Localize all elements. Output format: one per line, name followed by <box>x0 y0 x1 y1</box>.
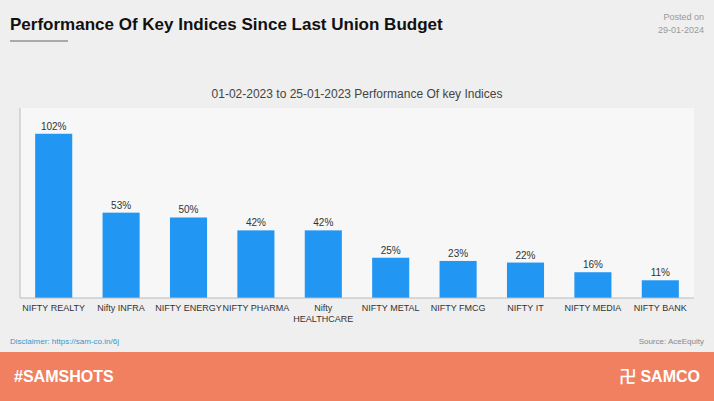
x-tick-label: NIFTY BANK <box>634 303 687 313</box>
bars <box>35 134 679 298</box>
disclaimer: Disclaimer: https://sam-co.in/6j <box>10 337 119 346</box>
x-tick-label: NIFTY PHARMA <box>222 303 289 313</box>
bar <box>170 217 207 298</box>
data-label: 102% <box>41 121 67 132</box>
x-tick-label: NIFTY METAL <box>362 303 420 313</box>
x-tick-label-line: HEALTHCARE <box>293 314 353 324</box>
bar <box>35 134 72 298</box>
posted-on-date: 29-01-2024 <box>658 25 704 35</box>
data-label: 16% <box>583 259 603 270</box>
x-axis-line <box>20 298 694 299</box>
source: Source: AceEquity <box>639 337 704 346</box>
footer-right: 卍 SAMCO <box>620 368 700 385</box>
data-label: 50% <box>178 204 198 215</box>
x-tick-label: NIFTY MEDIA <box>564 303 621 313</box>
bar <box>440 261 477 298</box>
subtitle: 01-02-2023 to 25-01-2023 Performance Of … <box>212 87 503 101</box>
x-tick-label-line: NIFTY BANK <box>634 303 687 313</box>
bar <box>642 280 679 298</box>
chart-svg: Performance Of Key Indices Since Last Un… <box>0 0 714 401</box>
background <box>0 0 714 401</box>
x-tick-label-line: NIFTY MEDIA <box>564 303 621 313</box>
bar <box>103 213 140 298</box>
plot-background <box>20 108 694 298</box>
x-tick-label-line: NIFTY REALTY <box>22 303 85 313</box>
bar <box>372 258 409 298</box>
x-tick-label-line: NIFTY METAL <box>362 303 420 313</box>
chart-container: Performance Of Key Indices Since Last Un… <box>0 0 714 401</box>
x-tick-label: NIFTY REALTY <box>22 303 85 313</box>
x-tick-label-line: NIFTY IT <box>507 303 544 313</box>
x-tick-label: Nifty INFRA <box>97 303 145 313</box>
x-tick-label: NIFTY FMCG <box>431 303 486 313</box>
bar <box>574 272 611 298</box>
data-label: 25% <box>381 245 401 256</box>
title-accent <box>10 40 68 42</box>
bar <box>305 230 342 298</box>
x-tick-label: NIFTY ENERGY <box>155 303 221 313</box>
footer-left: #SAMSHOTS <box>14 368 114 385</box>
x-tick-label-line: Nifty INFRA <box>97 303 145 313</box>
x-tick-label-line: Nifty <box>314 303 333 313</box>
x-tick-label: NiftyHEALTHCARE <box>293 303 353 324</box>
bar <box>507 263 544 298</box>
bar <box>237 230 274 298</box>
posted-on-label: Posted on <box>663 12 704 22</box>
x-tick-label-line: NIFTY PHARMA <box>222 303 289 313</box>
x-tick-label-line: NIFTY ENERGY <box>155 303 221 313</box>
x-tick-label-line: NIFTY FMCG <box>431 303 486 313</box>
data-label: 42% <box>313 217 333 228</box>
data-label: 42% <box>246 217 266 228</box>
data-label: 53% <box>111 200 131 211</box>
data-label: 11% <box>651 267 670 278</box>
data-label: 23% <box>448 248 468 259</box>
footer-band <box>0 352 714 401</box>
title: Performance Of Key Indices Since Last Un… <box>10 15 443 34</box>
data-label: 22% <box>515 250 535 261</box>
y-axis-line <box>20 108 21 298</box>
x-tick-label: NIFTY IT <box>507 303 544 313</box>
